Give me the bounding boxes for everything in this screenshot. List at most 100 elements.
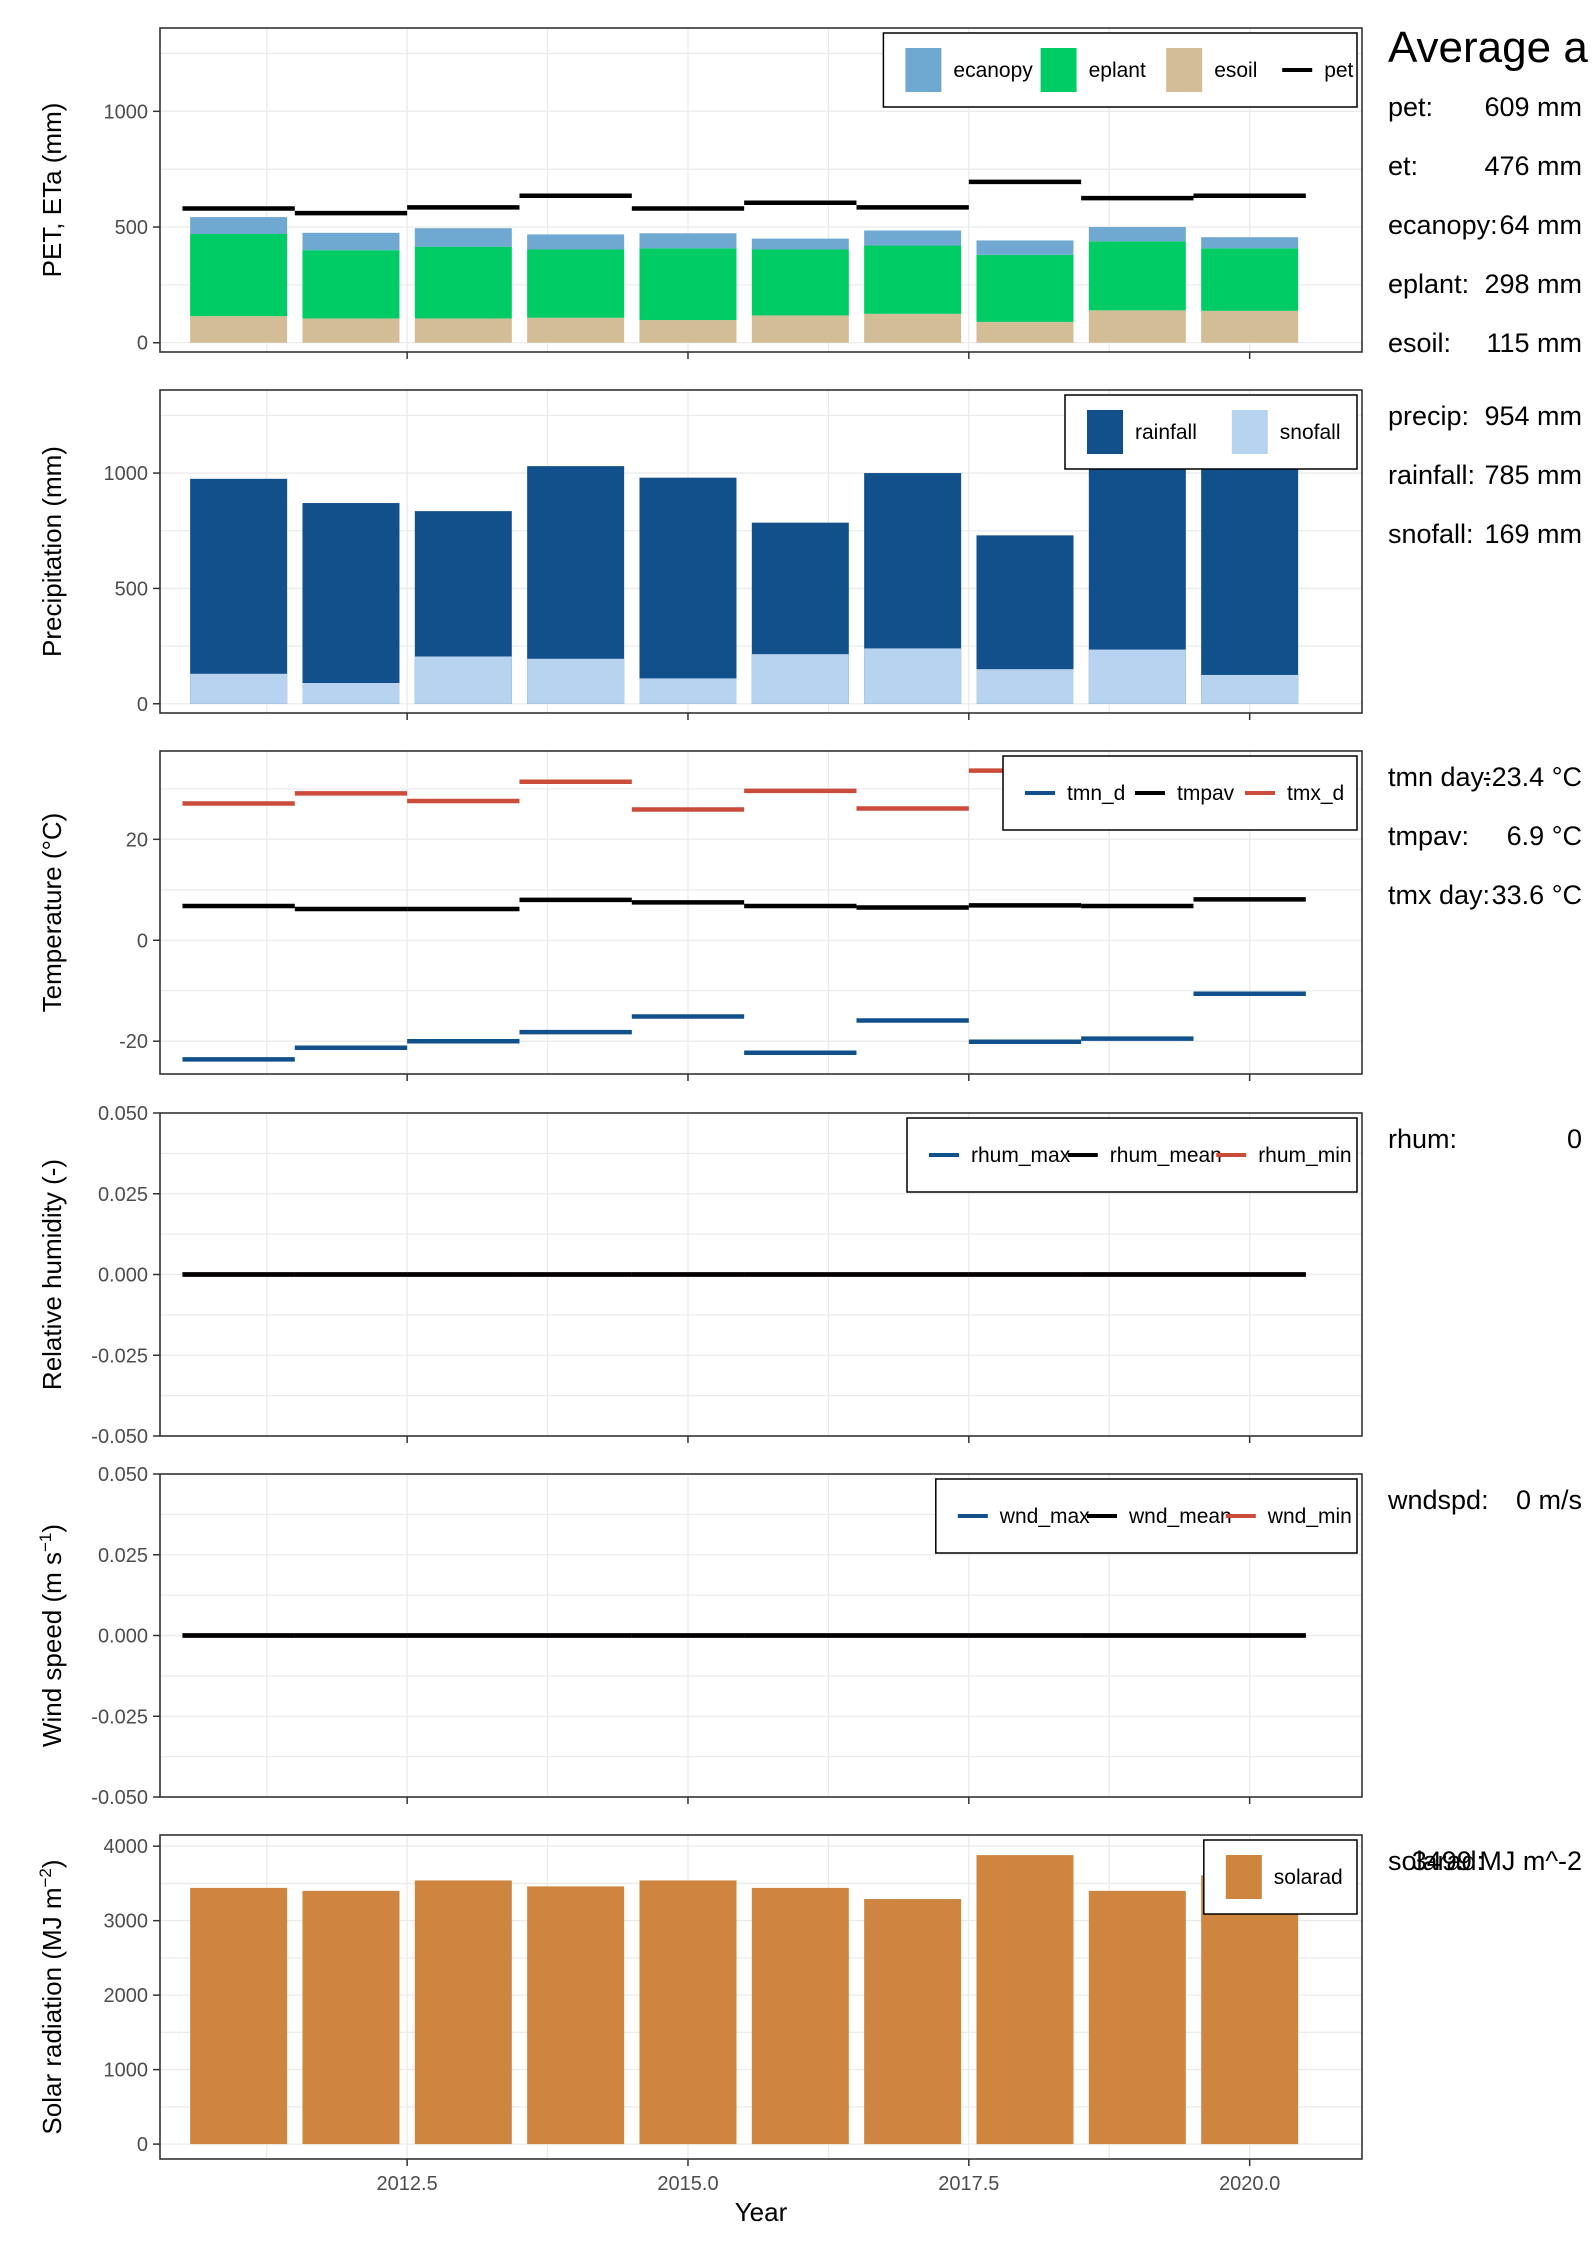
bar-solarad <box>414 1880 512 2145</box>
legend-label-rhum_min: rhum_min <box>1258 1144 1351 1167</box>
panel-4: -0.050 -0.025 0.000 0.025 0.050 Wind speed (m… <box>36 1464 1363 1809</box>
y-tick-label: 0.025 <box>98 1545 148 1567</box>
y-tick-label: 0.025 <box>98 1184 148 1206</box>
y-tick-label: -20 <box>119 1031 148 1053</box>
legend-key-esoil <box>1166 48 1203 92</box>
legend-label-rhum_mean: rhum_mean <box>1110 1144 1222 1167</box>
bar-snofall <box>976 669 1074 704</box>
bar-solarad <box>976 1855 1074 2145</box>
y-tick-label: 0 <box>137 2134 148 2156</box>
y-tick-label: 4000 <box>104 1836 149 1858</box>
y-tick-label: -0.025 <box>91 1345 148 1367</box>
summary-label: precip: <box>1388 401 1469 431</box>
x-tick-label: 2012.5 <box>377 2173 438 2195</box>
summary-label: pet: <box>1388 92 1433 122</box>
legend-box <box>906 1117 1358 1193</box>
bar-snofall <box>527 658 625 704</box>
x-tick-label: 2015.0 <box>657 2173 718 2195</box>
legend-box <box>935 1478 1358 1554</box>
bar-eplant <box>190 233 288 317</box>
bar-esoil <box>976 321 1074 343</box>
summary-label: rhum: <box>1388 1124 1457 1154</box>
bar-snofall <box>1201 674 1299 704</box>
bar-ecanopy <box>302 232 400 251</box>
legend-label-eplant: eplant <box>1089 59 1146 82</box>
legend-key-eplant <box>1040 48 1077 92</box>
bar-esoil <box>1201 310 1299 343</box>
bar-rainfall <box>190 478 288 704</box>
summary-label: tmx day: <box>1388 880 1490 910</box>
bar-eplant <box>751 249 849 316</box>
legend-label-tmpav: tmpav <box>1177 782 1235 805</box>
summary-value: 954 mm <box>1484 401 1582 431</box>
y-tick-label: 0.050 <box>98 1103 148 1125</box>
summary-label: tmn day: <box>1388 762 1492 792</box>
y-tick-label: 1000 <box>104 463 149 485</box>
panel-border <box>159 389 1363 714</box>
summary-value: 169 mm <box>1484 519 1582 549</box>
legend-label-wnd_mean: wnd_mean <box>1128 1505 1232 1528</box>
legend-label-wnd_max: wnd_max <box>999 1505 1090 1528</box>
legend-label-rhum_max: rhum_max <box>971 1144 1071 1167</box>
summary-value: 115 mm <box>1486 328 1582 358</box>
legend-label-tmx_d: tmx_d <box>1287 782 1344 805</box>
y-axis-title: Temperature (°C) <box>37 813 67 1013</box>
summary-title: Average a <box>1388 23 1588 72</box>
summary-value: 298 mm <box>1484 269 1582 299</box>
x-tick-label: 2020.0 <box>1219 2173 1280 2195</box>
bar-esoil <box>527 317 625 343</box>
bar-eplant <box>414 246 512 319</box>
bar-ecanopy <box>751 238 849 250</box>
bar-ecanopy <box>527 234 625 250</box>
bar-eplant <box>1088 241 1186 311</box>
y-tick-label: 0 <box>137 930 148 952</box>
panel-3: -0.050 -0.025 0.000 0.025 0.050 Relative humi… <box>37 1103 1363 1448</box>
y-tick-label: 0.050 <box>98 1464 148 1486</box>
summary-value: 3499 MJ m^-2 <box>1412 1846 1582 1876</box>
bar-solarad <box>1088 1890 1186 2145</box>
bar-solarad <box>864 1899 962 2145</box>
bar-snofall <box>414 656 512 704</box>
y-tick-label: 0 <box>137 694 148 716</box>
legend-key-ecanopy <box>905 48 942 92</box>
bar-eplant <box>527 249 625 318</box>
summary-value: 0 m/s <box>1516 1485 1582 1515</box>
legend-key-snofall <box>1231 410 1268 454</box>
y-axis-title: Relative humidity (-) <box>37 1159 67 1390</box>
bar-esoil <box>1088 310 1186 343</box>
bar-ecanopy <box>414 228 512 247</box>
bar-eplant <box>976 254 1074 322</box>
y-tick-label: 3000 <box>104 1911 149 1933</box>
legend-label-wnd_min: wnd_min <box>1267 1505 1352 1528</box>
legend-label-pet: pet <box>1324 59 1353 82</box>
bar-ecanopy <box>639 233 737 249</box>
y-axis-title: Precipitation (mm) <box>37 446 67 657</box>
bar-esoil <box>414 318 512 343</box>
panel-1: 0 500 1000 Precipitation (mm) rainfall snofal… <box>37 389 1363 720</box>
legend-label-snofall: snofall <box>1280 421 1341 444</box>
bar-snofall <box>639 678 737 704</box>
summary-value: 785 mm <box>1484 460 1582 490</box>
bar-ecanopy <box>1088 227 1186 242</box>
y-tick-label: 0.000 <box>98 1626 148 1648</box>
summary-value: 476 mm <box>1484 151 1582 181</box>
bar-esoil <box>864 313 962 343</box>
y-tick-label: 500 <box>115 217 148 239</box>
legend-label-tmn_d: tmn_d <box>1067 782 1125 805</box>
legend-label-rainfall: rainfall <box>1135 421 1197 444</box>
summary-value: 0 <box>1567 1124 1582 1154</box>
y-tick-label: 1000 <box>104 101 149 123</box>
summary-value: 6.9 °C <box>1507 821 1582 851</box>
bar-solarad <box>639 1880 737 2145</box>
bar-esoil <box>639 320 737 343</box>
legend-key-rainfall <box>1087 410 1123 454</box>
legend-label-solarad: solarad <box>1274 1866 1343 1889</box>
legend-box <box>1002 755 1358 831</box>
bar-snofall <box>864 648 962 704</box>
bar-rainfall <box>302 503 400 704</box>
legend-box <box>882 32 1358 108</box>
bar-ecanopy <box>190 217 288 234</box>
x-axis-title: Year <box>735 2197 788 2227</box>
summary-value: -23.4 °C <box>1483 762 1582 792</box>
